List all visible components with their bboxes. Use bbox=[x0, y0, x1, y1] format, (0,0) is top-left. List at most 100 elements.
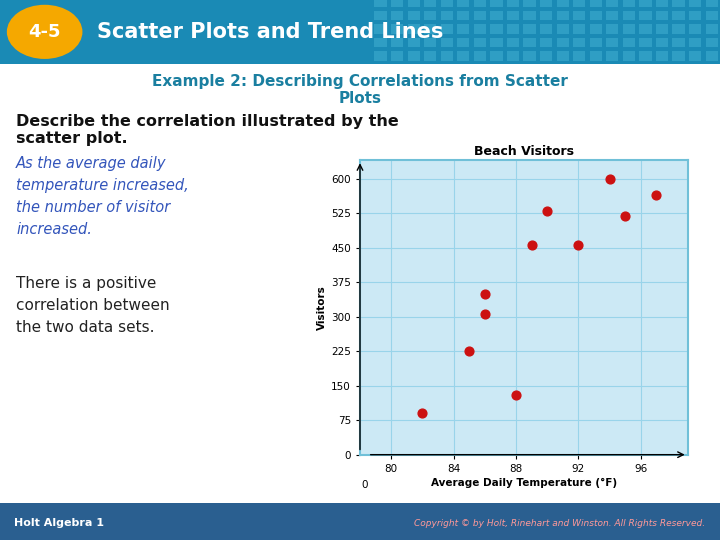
Text: Describe the correlation illustrated by the: Describe the correlation illustrated by … bbox=[16, 113, 399, 129]
Bar bbox=[507, 11, 519, 21]
Bar bbox=[706, 11, 718, 21]
Bar bbox=[672, 11, 685, 21]
Bar bbox=[540, 38, 552, 47]
Bar bbox=[374, 38, 387, 47]
Bar bbox=[557, 51, 569, 60]
Text: Scatter Plots and Trend Lines: Scatter Plots and Trend Lines bbox=[97, 22, 444, 42]
Text: As the average daily
temperature increased,
the number of visitor
increased.: As the average daily temperature increas… bbox=[16, 156, 189, 237]
Bar bbox=[408, 51, 420, 60]
Bar bbox=[507, 38, 519, 47]
Bar bbox=[623, 24, 635, 34]
Bar bbox=[408, 0, 420, 7]
Bar bbox=[623, 38, 635, 47]
Bar bbox=[606, 11, 618, 21]
Bar bbox=[424, 51, 436, 60]
Bar bbox=[557, 38, 569, 47]
Bar bbox=[474, 38, 486, 47]
Bar bbox=[557, 11, 569, 21]
Bar bbox=[689, 11, 701, 21]
Bar bbox=[573, 0, 585, 7]
Bar bbox=[490, 38, 503, 47]
Bar bbox=[606, 51, 618, 60]
Bar bbox=[706, 0, 718, 7]
Bar bbox=[474, 24, 486, 34]
Bar bbox=[639, 24, 652, 34]
Bar bbox=[639, 38, 652, 47]
Bar bbox=[391, 38, 403, 47]
Bar bbox=[656, 0, 668, 7]
Bar bbox=[424, 24, 436, 34]
Point bbox=[619, 211, 631, 220]
Bar bbox=[623, 0, 635, 7]
Ellipse shape bbox=[7, 5, 82, 59]
Bar bbox=[623, 51, 635, 60]
Bar bbox=[457, 0, 469, 7]
Bar bbox=[507, 24, 519, 34]
Bar bbox=[606, 0, 618, 7]
Bar bbox=[706, 38, 718, 47]
Bar bbox=[540, 51, 552, 60]
Text: scatter plot.: scatter plot. bbox=[16, 131, 127, 146]
Bar bbox=[441, 0, 453, 7]
Text: 4-5: 4-5 bbox=[28, 23, 61, 41]
Bar bbox=[689, 51, 701, 60]
Bar bbox=[573, 38, 585, 47]
Point bbox=[417, 409, 428, 417]
Bar bbox=[590, 51, 602, 60]
Bar bbox=[639, 51, 652, 60]
Bar bbox=[507, 51, 519, 60]
Bar bbox=[623, 11, 635, 21]
Bar bbox=[606, 38, 618, 47]
Bar bbox=[689, 0, 701, 7]
Bar bbox=[490, 51, 503, 60]
Text: There is a positive
correlation between
the two data sets.: There is a positive correlation between … bbox=[16, 275, 170, 335]
Bar bbox=[474, 0, 486, 7]
Bar bbox=[408, 24, 420, 34]
Bar bbox=[424, 0, 436, 7]
Point bbox=[479, 289, 490, 298]
Bar bbox=[391, 0, 403, 7]
Bar bbox=[672, 38, 685, 47]
Text: Copyright © by Holt, Rinehart and Winston. All Rights Reserved.: Copyright © by Holt, Rinehart and Winsto… bbox=[415, 519, 706, 528]
Bar bbox=[573, 24, 585, 34]
Bar bbox=[457, 11, 469, 21]
Bar bbox=[606, 24, 618, 34]
Bar bbox=[441, 11, 453, 21]
Point bbox=[604, 174, 616, 183]
Bar bbox=[474, 11, 486, 21]
Point bbox=[510, 390, 522, 399]
Y-axis label: Visitors: Visitors bbox=[317, 285, 327, 330]
Bar bbox=[424, 38, 436, 47]
Bar bbox=[374, 0, 387, 7]
Bar bbox=[689, 38, 701, 47]
Bar bbox=[457, 38, 469, 47]
Bar bbox=[523, 24, 536, 34]
Bar bbox=[689, 24, 701, 34]
Bar bbox=[424, 11, 436, 21]
Bar bbox=[540, 11, 552, 21]
Bar bbox=[672, 24, 685, 34]
Bar bbox=[408, 38, 420, 47]
Point bbox=[541, 207, 553, 215]
Bar bbox=[656, 11, 668, 21]
Bar bbox=[391, 51, 403, 60]
Point bbox=[526, 241, 537, 250]
Bar bbox=[672, 51, 685, 60]
Point bbox=[464, 347, 475, 355]
Bar bbox=[540, 0, 552, 7]
Bar bbox=[573, 11, 585, 21]
Bar bbox=[590, 24, 602, 34]
X-axis label: Average Daily Temperature (°F): Average Daily Temperature (°F) bbox=[431, 478, 617, 488]
Bar bbox=[656, 24, 668, 34]
Bar bbox=[656, 38, 668, 47]
Bar bbox=[507, 0, 519, 7]
Point bbox=[572, 241, 584, 250]
Bar bbox=[523, 11, 536, 21]
Bar bbox=[557, 24, 569, 34]
Bar bbox=[408, 11, 420, 21]
Bar bbox=[656, 51, 668, 60]
Bar bbox=[490, 11, 503, 21]
Bar bbox=[590, 11, 602, 21]
Bar bbox=[474, 51, 486, 60]
Title: Beach Visitors: Beach Visitors bbox=[474, 145, 574, 158]
